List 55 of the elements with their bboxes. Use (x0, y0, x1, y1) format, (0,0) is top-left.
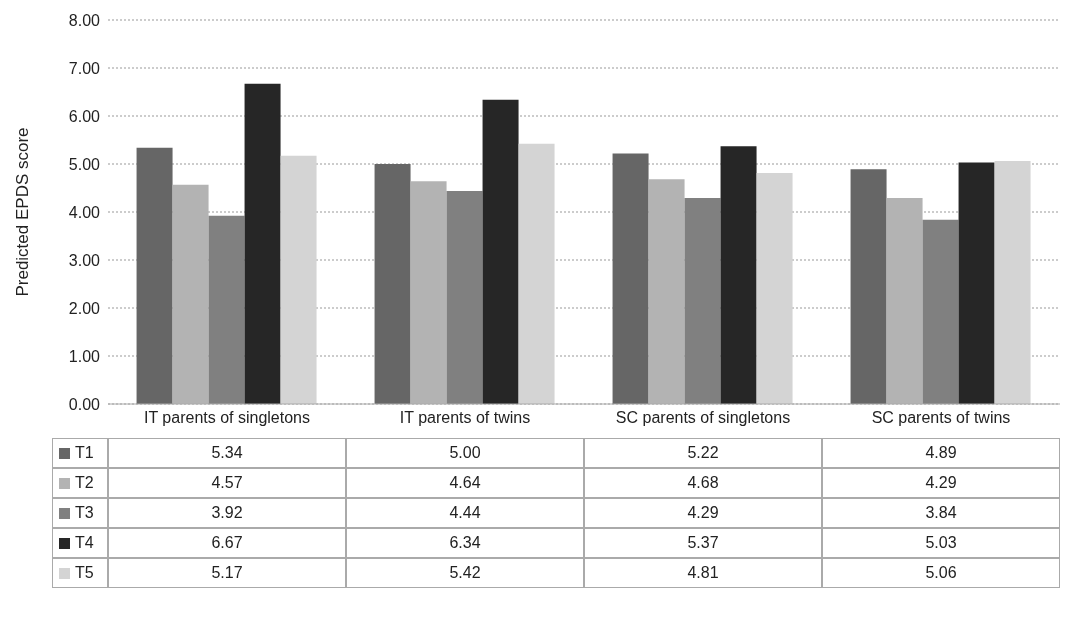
y-tick-label: 5.00 (68, 155, 101, 173)
x-tick-label: SC parents of singletons (615, 409, 791, 427)
x-tick-label: IT parents of singletons (143, 409, 311, 427)
bar (612, 153, 649, 404)
data-label: 4.89 (822, 438, 1060, 468)
y-tick-label: 4.00 (68, 203, 101, 221)
bar (482, 99, 519, 404)
data-label: 5.06 (822, 558, 1060, 588)
data-label: 5.34 (108, 438, 346, 468)
y-tick-label: 1.00 (68, 347, 101, 365)
data-label: 5.00 (346, 438, 584, 468)
bar (922, 219, 959, 404)
y-axis-title: Predicted EPDS score (13, 127, 33, 297)
bar (136, 147, 173, 404)
legend-label: T5 (75, 564, 94, 582)
y-tick-label: 8.00 (68, 11, 101, 29)
bar (756, 173, 793, 404)
y-tick-label: 6.00 (68, 107, 101, 125)
data-label: 3.92 (108, 498, 346, 528)
legend-label: T2 (75, 474, 94, 492)
legend-label: T1 (75, 444, 94, 462)
bar (684, 198, 721, 404)
y-tick-label: 3.00 (68, 251, 101, 269)
data-label: 4.81 (584, 558, 822, 588)
data-label: 4.68 (584, 468, 822, 498)
bar (280, 155, 317, 404)
data-label: 5.37 (584, 528, 822, 558)
y-tick-label: 0.00 (68, 395, 101, 413)
data-label: 6.67 (108, 528, 346, 558)
bar (244, 83, 281, 404)
x-tick-label: IT parents of twins (399, 409, 531, 427)
bar (446, 190, 483, 404)
legend-label: T3 (75, 504, 94, 522)
bar (720, 146, 757, 404)
bar (208, 215, 245, 404)
data-label: 4.64 (346, 468, 584, 498)
data-label: 5.17 (108, 558, 346, 588)
data-label: 4.57 (108, 468, 346, 498)
data-label: 5.22 (584, 438, 822, 468)
data-label: 6.34 (346, 528, 584, 558)
bar (850, 169, 887, 404)
bar (958, 162, 995, 404)
data-label: 4.44 (346, 498, 584, 528)
bar (994, 161, 1031, 404)
data-label: 5.42 (346, 558, 584, 588)
data-label: 4.29 (822, 468, 1060, 498)
bar (374, 164, 411, 404)
data-label: 3.84 (822, 498, 1060, 528)
data-label: 5.03 (822, 528, 1060, 558)
x-tick-label: SC parents of twins (871, 409, 1011, 427)
y-tick-label: 7.00 (68, 59, 101, 77)
data-label: 4.29 (584, 498, 822, 528)
bar (518, 143, 555, 404)
y-tick-label: 2.00 (68, 299, 101, 317)
legend-label: T4 (75, 534, 94, 552)
